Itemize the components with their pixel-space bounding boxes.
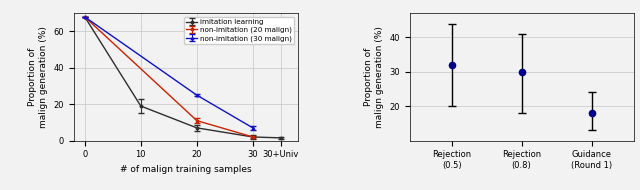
Y-axis label: Proportion of
malign generation (%): Proportion of malign generation (%) xyxy=(28,26,48,128)
Y-axis label: Proportion of
malign generation (%): Proportion of malign generation (%) xyxy=(364,26,384,128)
X-axis label: # of malign training samples: # of malign training samples xyxy=(120,165,252,174)
Legend: imitation learning, non-imitation (20 malign), non-imitation (30 malign): imitation learning, non-imitation (20 ma… xyxy=(184,17,294,44)
